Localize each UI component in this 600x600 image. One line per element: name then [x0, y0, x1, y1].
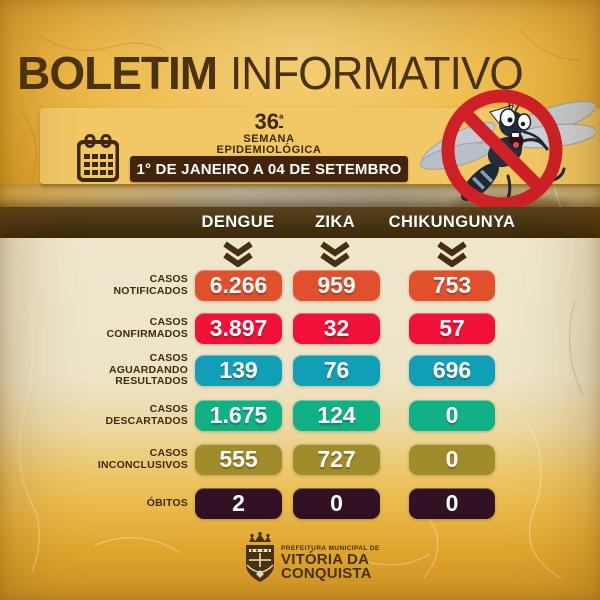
- title-bold-part: BOLETIM: [17, 47, 218, 99]
- chevron-down-icon: [223, 241, 253, 267]
- org-name-block: PREFEITURA MUNICIPAL DE VITÓRIA DA CONQU…: [281, 545, 380, 581]
- value-pill: 0: [409, 400, 495, 431]
- page-title: BOLETIM INFORMATIVO: [0, 50, 600, 96]
- row-label: CASOS AGUARDANDO RESULTADOS: [109, 351, 188, 388]
- column-header-zika: ZIKA: [314, 213, 356, 231]
- value-pill: 0: [409, 444, 495, 475]
- value-pill: 0: [409, 488, 495, 519]
- week-badge: 36ª SEMANA EPIDEMIOLÓGICA: [189, 110, 349, 157]
- value-pill: 32: [293, 313, 380, 344]
- row-label: CASOS NOTIFICADOS: [113, 272, 188, 297]
- value-pill: 6.266: [195, 270, 282, 301]
- org-name-line2: CONQUISTA: [281, 564, 372, 582]
- date-range-box: 1° DE JANEIRO A 04 DE SETEMBRO: [130, 156, 408, 182]
- week-word-semana: SEMANA: [243, 132, 295, 145]
- value-pill: 2: [195, 488, 282, 519]
- value-pill: 76: [293, 355, 380, 386]
- value-pill: 959: [293, 270, 380, 301]
- week-number: 36: [254, 109, 280, 134]
- footer: PREFEITURA MUNICIPAL DE VITÓRIA DA CONQU…: [0, 531, 600, 587]
- calendar-icon: [77, 134, 119, 182]
- week-ordinal: ª: [279, 112, 284, 128]
- row-label: ÓBITOS: [146, 496, 188, 509]
- value-pill: 555: [195, 444, 282, 475]
- title-light-part: INFORMATIVO: [229, 47, 524, 99]
- date-range-text: 1° DE JANEIRO A 04 DE SETEMBRO: [136, 160, 402, 178]
- row-label: CASOS CONFIRMADOS: [106, 315, 188, 340]
- value-pill: 124: [293, 400, 380, 431]
- disease-header-bar: DENGUE ZIKA CHIKUNGUNYA: [0, 207, 600, 238]
- week-word-epidemiologica: EPIDEMIOLÓGICA: [216, 144, 322, 157]
- value-pill: 3.897: [195, 313, 282, 344]
- chevron-down-icon: [320, 241, 350, 267]
- column-header-chikungunya: CHIKUNGUNYA: [388, 213, 516, 231]
- org-name-line1: VITÓRIA DA: [281, 551, 370, 568]
- value-pill: 0: [293, 488, 380, 519]
- value-pill: 727: [293, 444, 380, 475]
- value-pill: 1.675: [195, 400, 282, 431]
- row-label: CASOS INCONCLUSIVOS: [97, 446, 188, 471]
- value-pill: 57: [409, 313, 495, 344]
- value-pill: 753: [409, 270, 495, 301]
- coat-of-arms-icon: [246, 532, 274, 582]
- no-mosquito-icon: [420, 89, 595, 215]
- value-pill: 139: [195, 355, 282, 386]
- column-header-dengue: DENGUE: [201, 213, 275, 231]
- prohibition-circle: [441, 89, 563, 211]
- value-pill: 696: [409, 355, 495, 386]
- org-prefix: PREFEITURA MUNICIPAL DE: [281, 545, 380, 552]
- chevron-down-icon: [437, 241, 467, 267]
- background-transition-strip: [0, 184, 600, 207]
- row-label: CASOS DESCARTADOS: [105, 402, 188, 427]
